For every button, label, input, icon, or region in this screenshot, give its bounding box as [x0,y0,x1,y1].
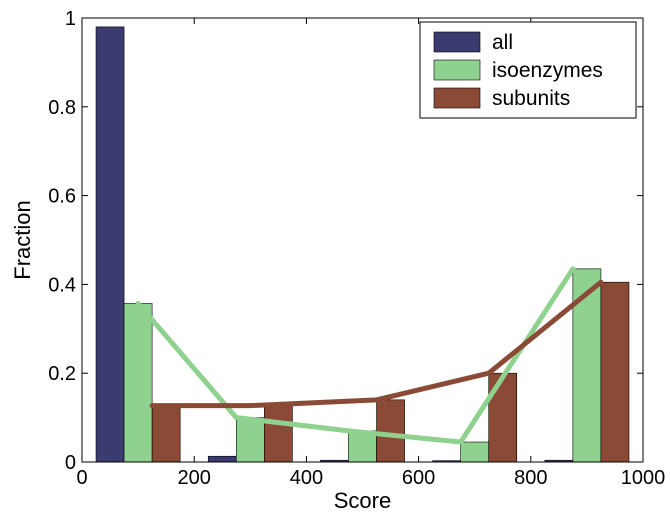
legend-swatch-isoenzymes [433,59,481,81]
bar-all-2 [207,455,237,463]
bar-isoenzymes-5 [572,268,602,463]
bar-isoenzymes-2 [235,417,265,463]
bar-all-1 [95,26,125,463]
bar-isoenzymes-1 [123,303,153,463]
plot-area-frame [81,17,644,463]
y-tick-label: 0.8 [48,97,76,119]
bar-isoenzymes-4 [460,441,490,463]
y-tick-label: 0.6 [48,186,76,208]
legend-label-subunits: subunits [492,87,570,110]
y-tick-label: 1 [65,8,76,30]
trend-line-subunits [149,279,604,409]
x-axis-label: Score [334,488,391,513]
bar-subunits-1 [151,405,181,463]
x-tick-label: 200 [178,467,211,489]
axis-ticks: 0 200 400 600 800 1000 0 0.2 0.4 0.6 0.8 1 [48,8,665,489]
legend-swatch-all [433,31,481,53]
y-tick-label: 0 [65,452,76,474]
x-tick-label: 0 [76,467,87,489]
legend-label-all: all [492,31,513,54]
x-tick-label: 800 [514,467,547,489]
y-tick-label: 0.4 [48,274,76,296]
legend-label-isoenzymes: isoenzymes [492,59,603,82]
trend-line-isoenzymes [135,266,576,445]
trend-lines-layer [135,266,604,445]
bar-subunits-2 [264,405,293,463]
y-axis-label: Fraction [10,200,35,279]
bar-subunits-5 [600,281,630,463]
x-tick-label: 600 [402,467,435,489]
bar-subunits-4 [488,372,518,463]
x-tick-label: 400 [290,467,323,489]
bar-subunits-3 [376,399,405,463]
legend-swatch-subunits [433,87,481,109]
legend: all isoenzymes subunits [419,21,637,119]
y-tick-label: 0.2 [48,363,76,385]
x-tick-label: 1000 [621,467,666,489]
bars-layer [95,26,630,463]
